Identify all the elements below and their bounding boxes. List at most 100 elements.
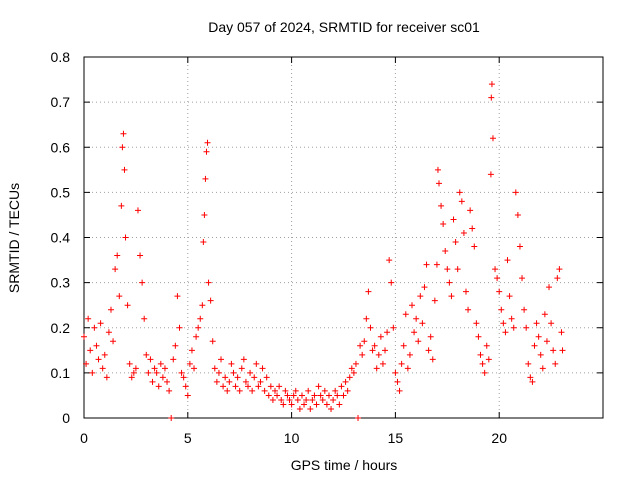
data-point [319, 396, 326, 403]
x-tick-label: 10 [284, 430, 300, 446]
data-point [259, 365, 266, 372]
data-point [151, 365, 158, 372]
data-point [369, 347, 376, 354]
y-tick-label: 0 [62, 410, 70, 426]
data-point [168, 415, 175, 421]
data-point [184, 392, 191, 399]
data-point [481, 369, 488, 376]
data-point [313, 401, 320, 408]
data-point [249, 387, 256, 394]
data-point [170, 356, 177, 363]
data-point [433, 261, 440, 268]
data-point [201, 211, 208, 218]
data-point [510, 324, 517, 331]
data-point [402, 311, 409, 318]
data-point [303, 396, 310, 403]
data-point [477, 351, 484, 358]
data-point [442, 248, 449, 255]
data-point [253, 360, 260, 367]
data-point [296, 405, 303, 412]
data-point [139, 279, 146, 286]
data-point [328, 405, 335, 412]
data-point [488, 81, 495, 88]
data-point [400, 342, 407, 349]
data-point [498, 306, 505, 313]
data-point [263, 374, 270, 381]
data-point [415, 338, 422, 345]
data-point [467, 207, 474, 214]
data-point [110, 338, 117, 345]
data-point [494, 275, 501, 282]
data-point [226, 378, 233, 385]
data-point [276, 383, 283, 390]
data-point [338, 383, 345, 390]
data-point [242, 378, 249, 385]
chart-title: Day 057 of 2024, SRMTID for receiver sc0… [208, 19, 480, 35]
data-point [89, 369, 96, 376]
data-point [535, 333, 542, 340]
y-tick-label: 0.5 [51, 184, 71, 200]
data-point [143, 351, 150, 358]
data-point [205, 279, 212, 286]
data-point [315, 383, 322, 390]
y-tick-label: 0.7 [51, 94, 71, 110]
data-point [155, 383, 162, 390]
data-point [282, 387, 289, 394]
data-point [145, 369, 152, 376]
data-point [97, 320, 104, 327]
x-tick-label: 15 [388, 430, 404, 446]
data-point [149, 378, 156, 385]
data-point [292, 387, 299, 394]
data-point [172, 342, 179, 349]
data-point [209, 338, 216, 345]
data-point [404, 365, 411, 372]
y-tick-label: 0.1 [51, 365, 71, 381]
data-point [519, 275, 526, 282]
data-point [195, 324, 202, 331]
data-point [512, 189, 519, 196]
data-point [161, 365, 168, 372]
data-point [157, 360, 164, 367]
data-point [286, 396, 293, 403]
data-point [134, 207, 141, 214]
data-point [290, 392, 297, 399]
data-point [471, 243, 478, 250]
data-point [344, 387, 351, 394]
data-point [500, 320, 507, 327]
data-point [128, 374, 135, 381]
data-point [388, 279, 395, 286]
data-point [265, 392, 272, 399]
data-point [529, 378, 536, 385]
data-point [153, 369, 160, 376]
data-point [103, 374, 110, 381]
data-point [485, 356, 492, 363]
data-point [514, 211, 521, 218]
data-point [257, 378, 264, 385]
y-tick-label: 0.6 [51, 139, 71, 155]
data-point [137, 252, 144, 259]
data-point [267, 383, 274, 390]
data-point [116, 293, 123, 300]
data-point [435, 180, 442, 187]
data-point [479, 360, 486, 367]
x-axis-title: GPS time / hours [291, 457, 398, 473]
data-point [220, 383, 227, 390]
data-point [101, 351, 108, 358]
data-point [431, 297, 438, 304]
x-tick-label: 0 [80, 430, 88, 446]
data-point [367, 324, 374, 331]
data-point [406, 351, 413, 358]
data-point [105, 329, 112, 336]
data-point [159, 374, 166, 381]
data-point [174, 293, 181, 300]
y-tick-label: 0.2 [51, 320, 71, 336]
data-point [271, 387, 278, 394]
data-point [469, 225, 476, 232]
data-point [191, 365, 198, 372]
data-point [413, 315, 420, 322]
data-point [119, 144, 126, 151]
data-point [224, 387, 231, 394]
data-point [448, 293, 455, 300]
data-point [215, 369, 222, 376]
data-point [334, 392, 341, 399]
